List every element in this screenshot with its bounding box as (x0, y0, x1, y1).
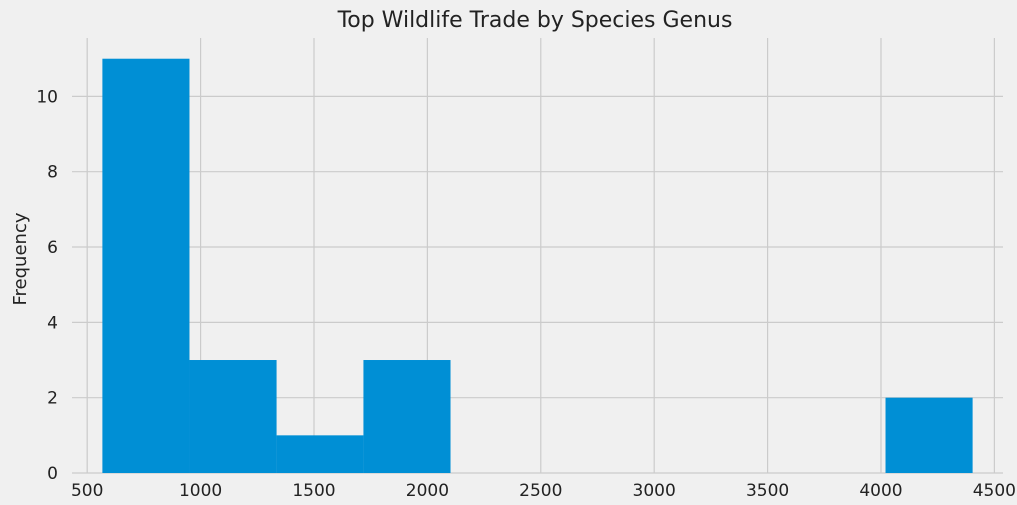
y-tick-label: 2 (47, 389, 58, 409)
y-tick-label: 4 (47, 313, 58, 333)
y-tick-label: 10 (36, 87, 58, 107)
x-tick-label: 1500 (292, 481, 335, 501)
x-tick-label: 2000 (406, 481, 449, 501)
y-tick-label: 6 (47, 238, 58, 258)
y-axis-label: Frequency (10, 212, 31, 305)
x-tick-label: 1000 (179, 481, 222, 501)
y-tick-label: 0 (47, 464, 58, 484)
histogram-bars (102, 58, 973, 473)
y-axis-ticks: 0 2 4 6 8 10 (36, 87, 58, 484)
x-tick-label: 3000 (633, 481, 676, 501)
x-tick-label: 4000 (859, 481, 902, 501)
histogram-bar (102, 58, 190, 473)
x-tick-label: 3500 (746, 481, 789, 501)
chart-title: Top Wildlife Trade by Species Genus (337, 8, 733, 33)
x-tick-label: 2500 (519, 481, 562, 501)
histogram-bar (189, 360, 277, 473)
x-axis-ticks: 500 1000 1500 2000 2500 3000 3500 4000 4500 (71, 481, 1016, 501)
histogram-bar (885, 397, 973, 473)
y-tick-label: 8 (47, 163, 58, 183)
histogram-bar (363, 360, 451, 473)
x-tick-label: 4500 (973, 481, 1016, 501)
histogram-bar (276, 435, 364, 473)
x-tick-label: 500 (71, 481, 103, 501)
grid-lines (72, 38, 1003, 474)
